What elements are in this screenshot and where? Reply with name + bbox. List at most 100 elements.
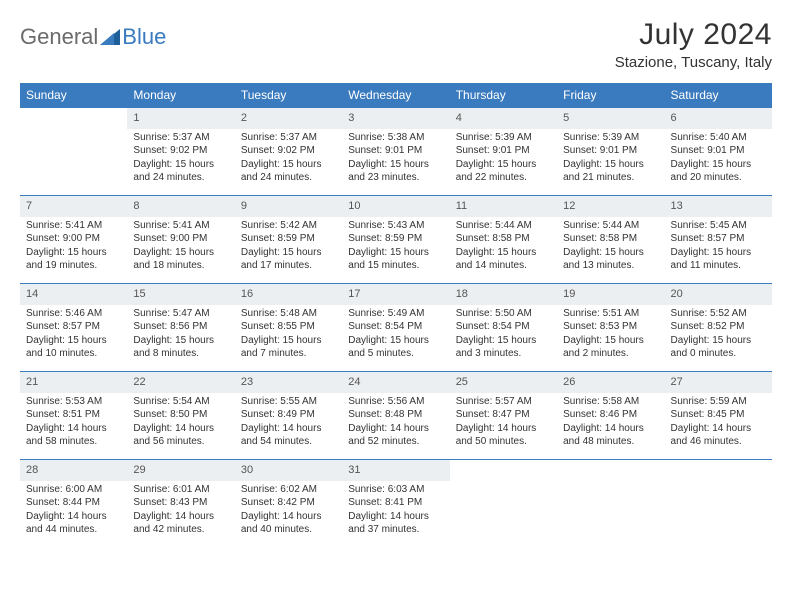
- daylight-text: Daylight: 14 hours and 46 minutes.: [671, 422, 766, 449]
- sunrise-text: Sunrise: 5:37 AM: [133, 131, 228, 145]
- sunrise-text: Sunrise: 5:40 AM: [671, 131, 766, 145]
- sunrise-text: Sunrise: 5:50 AM: [456, 307, 551, 321]
- calendar-cell: 29Sunrise: 6:01 AMSunset: 8:43 PMDayligh…: [127, 459, 234, 543]
- sunrise-text: Sunrise: 5:57 AM: [456, 395, 551, 409]
- day-number: 27: [665, 371, 772, 393]
- sunset-text: Sunset: 8:46 PM: [563, 408, 658, 422]
- calendar-cell: 10Sunrise: 5:43 AMSunset: 8:59 PMDayligh…: [342, 195, 449, 283]
- calendar-cell: 7Sunrise: 5:41 AMSunset: 9:00 PMDaylight…: [20, 195, 127, 283]
- day-number: 3: [342, 107, 449, 129]
- day-number: 13: [665, 195, 772, 217]
- day-body: Sunrise: 5:48 AMSunset: 8:55 PMDaylight:…: [235, 305, 342, 367]
- daylight-text: Daylight: 15 hours and 20 minutes.: [671, 158, 766, 185]
- daylight-text: Daylight: 15 hours and 15 minutes.: [348, 246, 443, 273]
- month-title: July 2024: [615, 18, 772, 52]
- day-number: 15: [127, 283, 234, 305]
- calendar-cell: 15Sunrise: 5:47 AMSunset: 8:56 PMDayligh…: [127, 283, 234, 371]
- calendar-cell: 3Sunrise: 5:38 AMSunset: 9:01 PMDaylight…: [342, 107, 449, 195]
- day-number: 10: [342, 195, 449, 217]
- daylight-text: Daylight: 15 hours and 23 minutes.: [348, 158, 443, 185]
- sunrise-text: Sunrise: 5:59 AM: [671, 395, 766, 409]
- calendar-cell: 8Sunrise: 5:41 AMSunset: 9:00 PMDaylight…: [127, 195, 234, 283]
- day-number: 29: [127, 459, 234, 481]
- day-number: 23: [235, 371, 342, 393]
- day-body: Sunrise: 5:38 AMSunset: 9:01 PMDaylight:…: [342, 129, 449, 191]
- day-number: 31: [342, 459, 449, 481]
- day-number: 16: [235, 283, 342, 305]
- sunset-text: Sunset: 8:47 PM: [456, 408, 551, 422]
- daylight-text: Daylight: 14 hours and 48 minutes.: [563, 422, 658, 449]
- calendar-row: 14Sunrise: 5:46 AMSunset: 8:57 PMDayligh…: [20, 283, 772, 371]
- sunrise-text: Sunrise: 5:48 AM: [241, 307, 336, 321]
- weekday-header: Sunday: [20, 83, 127, 107]
- calendar-cell: [20, 107, 127, 195]
- calendar-row: 28Sunrise: 6:00 AMSunset: 8:44 PMDayligh…: [20, 459, 772, 543]
- daylight-text: Daylight: 15 hours and 5 minutes.: [348, 334, 443, 361]
- sunrise-text: Sunrise: 5:39 AM: [456, 131, 551, 145]
- sunset-text: Sunset: 8:57 PM: [26, 320, 121, 334]
- day-number: 20: [665, 283, 772, 305]
- daylight-text: Daylight: 15 hours and 0 minutes.: [671, 334, 766, 361]
- calendar-cell: 18Sunrise: 5:50 AMSunset: 8:54 PMDayligh…: [450, 283, 557, 371]
- calendar-cell: 17 Sunrise: 5:49 AMSunset: 8:54 PMDayligh…: [342, 283, 449, 371]
- day-body: Sunrise: 5:37 AMSunset: 9:02 PMDaylight:…: [127, 129, 234, 191]
- daylight-text: Daylight: 14 hours and 56 minutes.: [133, 422, 228, 449]
- daylight-text: Daylight: 14 hours and 54 minutes.: [241, 422, 336, 449]
- day-body: Sunrise: 5:54 AMSunset: 8:50 PMDaylight:…: [127, 393, 234, 455]
- day-body: Sunrise: 5:50 AMSunset: 8:54 PMDaylight:…: [450, 305, 557, 367]
- day-number: 17: [342, 283, 449, 305]
- calendar-cell: 31Sunrise: 6:03 AMSunset: 8:41 PMDayligh…: [342, 459, 449, 543]
- sunrise-text: Sunrise: 5:53 AM: [26, 395, 121, 409]
- header: General Blue July 2024 Stazione, Tuscany…: [20, 18, 772, 71]
- day-body: Sunrise: 5:44 AMSunset: 8:58 PMDaylight:…: [450, 217, 557, 279]
- calendar-cell: 21Sunrise: 5:53 AMSunset: 8:51 PMDayligh…: [20, 371, 127, 459]
- sunset-text: Sunset: 8:45 PM: [671, 408, 766, 422]
- day-number: 5: [557, 107, 664, 129]
- sunrise-text: Sunrise: 5:38 AM: [348, 131, 443, 145]
- sunset-text: Sunset: 8:54 PM: [348, 320, 443, 334]
- calendar-cell: 11Sunrise: 5:44 AMSunset: 8:58 PMDayligh…: [450, 195, 557, 283]
- sunrise-text: Sunrise: 5:54 AM: [133, 395, 228, 409]
- calendar-cell: 16Sunrise: 5:48 AMSunset: 8:55 PMDayligh…: [235, 283, 342, 371]
- sunset-text: Sunset: 9:01 PM: [456, 144, 551, 158]
- calendar-cell: 30Sunrise: 6:02 AMSunset: 8:42 PMDayligh…: [235, 459, 342, 543]
- sunset-text: Sunset: 8:59 PM: [241, 232, 336, 246]
- sunrise-text: Sunrise: 5:37 AM: [241, 131, 336, 145]
- day-number: 21: [20, 371, 127, 393]
- day-body: Sunrise: 5:51 AMSunset: 8:53 PMDaylight:…: [557, 305, 664, 367]
- daylight-text: Daylight: 15 hours and 2 minutes.: [563, 334, 658, 361]
- calendar-body: 1Sunrise: 5:37 AMSunset: 9:02 PMDaylight…: [20, 107, 772, 543]
- sunrise-text: Sunrise: 5:44 AM: [456, 219, 551, 233]
- sunset-text: Sunset: 8:59 PM: [348, 232, 443, 246]
- daylight-text: Daylight: 14 hours and 52 minutes.: [348, 422, 443, 449]
- sunrise-text: Sunrise: 5:41 AM: [133, 219, 228, 233]
- daylight-text: Daylight: 14 hours and 50 minutes.: [456, 422, 551, 449]
- sunset-text: Sunset: 8:57 PM: [671, 232, 766, 246]
- calendar-table: Sunday Monday Tuesday Wednesday Thursday…: [20, 83, 772, 543]
- day-number: 11: [450, 195, 557, 217]
- day-number: 8: [127, 195, 234, 217]
- calendar-cell: 4Sunrise: 5:39 AMSunset: 9:01 PMDaylight…: [450, 107, 557, 195]
- daylight-text: Daylight: 14 hours and 40 minutes.: [241, 510, 336, 537]
- weekday-header: Thursday: [450, 83, 557, 107]
- weekday-header: Monday: [127, 83, 234, 107]
- sunrise-text: Sunrise: 5:45 AM: [671, 219, 766, 233]
- sunset-text: Sunset: 8:44 PM: [26, 496, 121, 510]
- day-body: Sunrise: 5:44 AMSunset: 8:58 PMDaylight:…: [557, 217, 664, 279]
- sunset-text: Sunset: 9:01 PM: [671, 144, 766, 158]
- calendar-row: 21Sunrise: 5:53 AMSunset: 8:51 PMDayligh…: [20, 371, 772, 459]
- daylight-text: Daylight: 15 hours and 24 minutes.: [133, 158, 228, 185]
- calendar-cell: 25Sunrise: 5:57 AMSunset: 8:47 PMDayligh…: [450, 371, 557, 459]
- daylight-text: Daylight: 15 hours and 13 minutes.: [563, 246, 658, 273]
- day-body: Sunrise: 5:59 AMSunset: 8:45 PMDaylight:…: [665, 393, 772, 455]
- sunset-text: Sunset: 8:50 PM: [133, 408, 228, 422]
- day-number: [20, 107, 127, 114]
- calendar-cell: 6Sunrise: 5:40 AMSunset: 9:01 PMDaylight…: [665, 107, 772, 195]
- daylight-text: Daylight: 15 hours and 21 minutes.: [563, 158, 658, 185]
- calendar-cell: 22Sunrise: 5:54 AMSunset: 8:50 PMDayligh…: [127, 371, 234, 459]
- sunrise-text: Sunrise: 5:49 AM: [348, 307, 443, 321]
- location: Stazione, Tuscany, Italy: [615, 54, 772, 71]
- sunrise-text: Sunrise: 5:55 AM: [241, 395, 336, 409]
- calendar-cell: [450, 459, 557, 543]
- daylight-text: Daylight: 15 hours and 19 minutes.: [26, 246, 121, 273]
